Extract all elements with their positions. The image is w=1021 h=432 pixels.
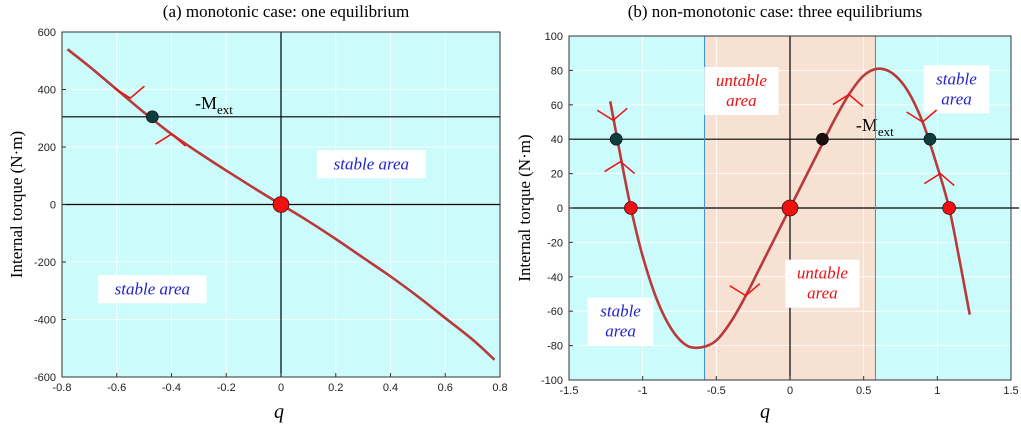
x-tick-label: 0 [787,385,793,397]
y-tick-label: -60 [547,306,563,318]
annotation-box [317,150,426,179]
annotation-box [704,67,779,116]
direction-arrow [832,93,864,108]
annotation-text: untable [797,264,848,283]
annotation-box [98,275,207,304]
y-tick-label: 80 [551,65,563,77]
x-tick-label: -0.4 [162,382,181,394]
annotation-text: stable area [115,279,190,298]
y-tick-label: 0 [557,203,563,215]
annotation-box [785,259,860,308]
equilibrium-point [146,110,159,124]
annotation-text: area [941,89,972,108]
direction-arrow [114,85,145,100]
y-tick-label: -600 [34,372,56,384]
annotation-text: untable [716,71,767,90]
chart-title: (b) non-monotonic case: three equilibriu… [628,2,923,21]
equilibrium-point [942,201,956,215]
annotation-text: stable [936,69,977,88]
x-axis-label: q [760,401,770,423]
x-tick-label: 0.2 [328,382,343,394]
direction-arrow [155,133,186,147]
annotation-text: stable [600,302,641,321]
direction-arrow [923,172,955,187]
x-tick-label: -1 [638,385,648,397]
annotation-text: stable area [334,154,409,173]
x-tick-label: -0.2 [217,382,236,394]
y-tick-label: 0 [50,200,56,212]
direction-arrow [729,283,761,297]
y-tick-label: -400 [34,315,56,327]
y-tick-label: 100 [545,31,563,43]
equilibrium-point [624,201,638,215]
x-tick-label: -0.5 [707,385,726,397]
y-tick-label: -20 [547,237,563,249]
annotation-text: area [726,91,757,110]
x-tick-label: 1.5 [1003,385,1018,397]
equilibrium-point [923,132,937,146]
direction-arrow [596,107,628,122]
x-tick-label: 0.4 [383,382,398,394]
y-tick-label: -40 [547,272,563,284]
chart-title: (a) monotonic case: one equilibrium [163,2,409,21]
y-axis-label: Internal torque (N·m) [7,131,26,278]
equilibrium-point [816,132,829,146]
annotation-text: area [605,322,636,341]
annotation-box [587,297,654,346]
y-tick-label: -100 [541,375,563,387]
y-tick-label: 200 [38,142,56,154]
y-tick-label: 60 [551,100,563,112]
y-tick-label: -200 [34,257,56,269]
y-tick-label: 600 [38,27,56,39]
y-tick-label: 400 [38,85,56,97]
x-tick-label: -0.8 [53,382,72,394]
x-tick-label: 0.8 [492,382,507,394]
direction-arrow [604,160,636,175]
x-tick-label: 1 [934,385,940,397]
y-axis-label: Internal torque (N·m) [515,134,534,281]
annotation-box [923,65,990,114]
x-tick-label: -1.5 [560,385,579,397]
mext-label: -Mext [195,93,233,117]
direction-arrow [906,109,938,123]
equilibrium-point [272,196,290,213]
x-tick-label: 0.5 [856,385,871,397]
y-tick-label: 40 [551,134,563,146]
equilibrium-point [781,199,799,217]
x-tick-label: -0.6 [107,382,126,394]
y-tick-label: -80 [547,341,563,353]
annotation-text: area [807,284,838,303]
x-tick-label: 0.6 [438,382,453,394]
equilibrium-point [609,132,623,146]
chart-panel-1: -Mext stable area stable area -0.8 -0.6 -0.4 -… [7,2,508,423]
mext-label: -Mext [856,115,894,139]
y-tick-label: 20 [551,169,563,181]
chart-panel-2: -Mextuntableareauntableareastableareasta… [515,2,1019,423]
x-tick-label: 0 [278,382,284,394]
x-axis-label: q [274,401,284,423]
